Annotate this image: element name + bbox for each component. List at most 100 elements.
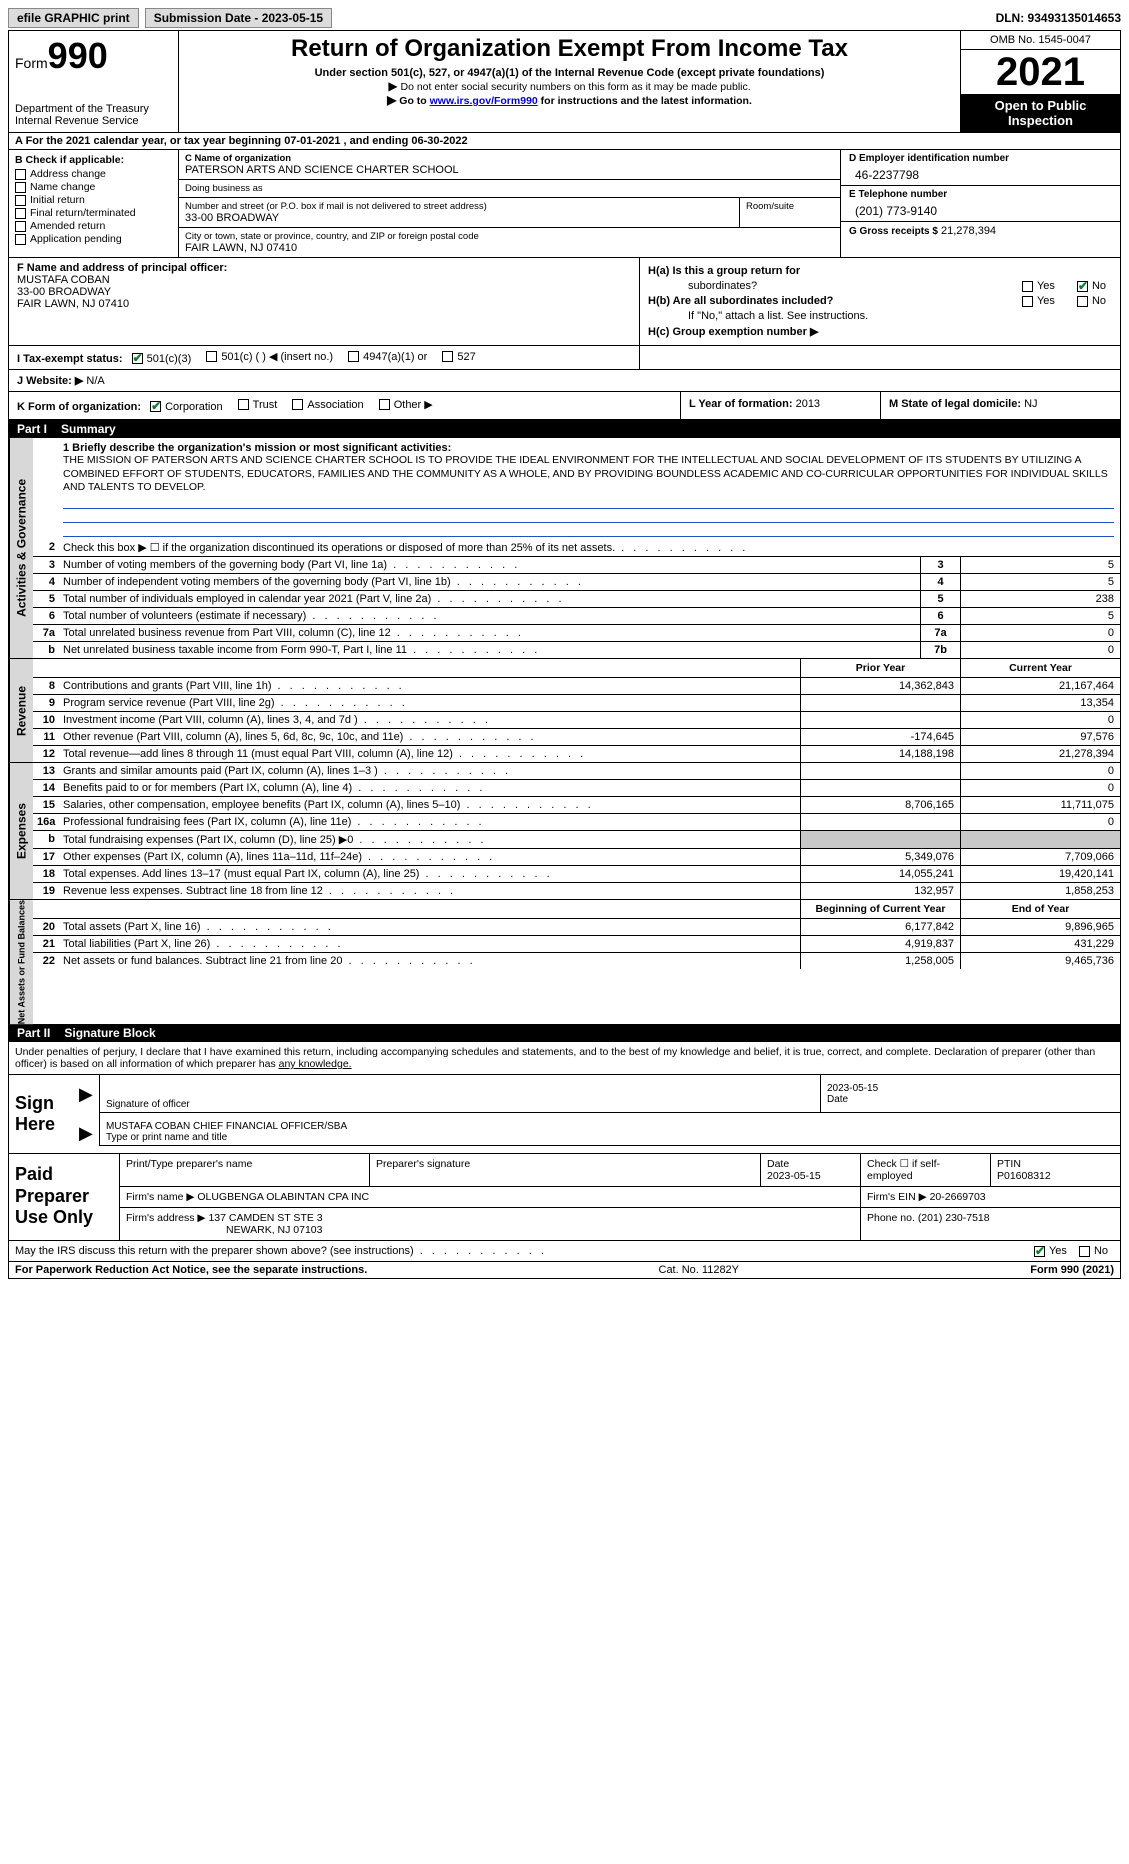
current-value: 9,465,736	[960, 953, 1120, 969]
colb-checkbox[interactable]	[15, 221, 26, 232]
row-num: 12	[33, 746, 59, 762]
ein-label: D Employer identification number	[849, 153, 1112, 164]
year-formed: 2013	[796, 398, 820, 410]
form-title: Return of Organization Exempt From Incom…	[187, 35, 952, 63]
hc-label: H(c) Group exemption number ▶	[648, 325, 818, 338]
row-text: Program service revenue (Part VIII, line…	[59, 695, 800, 711]
part1-title: Summary	[61, 422, 116, 436]
colb-checkbox[interactable]	[15, 234, 26, 245]
row-value: 0	[960, 642, 1120, 658]
k-corp-checkbox[interactable]	[150, 401, 161, 412]
row-num: 22	[33, 953, 59, 969]
row-value: 5	[960, 557, 1120, 573]
row-box: 6	[920, 608, 960, 624]
ptin-hdr: PTIN	[997, 1158, 1021, 1170]
row-text: Number of voting members of the governin…	[59, 557, 920, 573]
prior-value: 132,957	[800, 883, 960, 899]
ha-yes-checkbox[interactable]	[1022, 281, 1033, 292]
footer-left: For Paperwork Reduction Act Notice, see …	[15, 1264, 367, 1276]
ha-label2: subordinates?	[648, 280, 1008, 292]
colb-checkbox[interactable]	[15, 208, 26, 219]
form-subtitle: Under section 501(c), 527, or 4947(a)(1)…	[187, 67, 952, 79]
row-text: Benefits paid to or for members (Part IX…	[59, 780, 800, 796]
ha-label: H(a) Is this a group return for	[648, 265, 800, 277]
row-num: 13	[33, 763, 59, 779]
header-center: Return of Organization Exempt From Incom…	[179, 31, 960, 132]
hb-no-checkbox[interactable]	[1077, 296, 1088, 307]
current-value: 0	[960, 712, 1120, 728]
discuss-no-checkbox[interactable]	[1079, 1246, 1090, 1257]
prior-value: 4,919,837	[800, 936, 960, 952]
colb-item: Initial return	[30, 194, 85, 206]
row-text: Number of independent voting members of …	[59, 574, 920, 590]
sig-date-value: 2023-05-15	[827, 1083, 1114, 1094]
ha-no-checkbox[interactable]	[1077, 281, 1088, 292]
prior-value	[800, 763, 960, 779]
row-text: Contributions and grants (Part VIII, lin…	[59, 678, 800, 694]
k-other-checkbox[interactable]	[379, 399, 390, 410]
part2-num: Part II	[17, 1026, 50, 1040]
colb-checkbox[interactable]	[15, 182, 26, 193]
discuss-yes-checkbox[interactable]	[1034, 1246, 1045, 1257]
current-value: 431,229	[960, 936, 1120, 952]
row-num: 14	[33, 780, 59, 796]
i-4947-checkbox[interactable]	[348, 351, 359, 362]
part1-num: Part I	[17, 422, 47, 436]
i-527-checkbox[interactable]	[442, 351, 453, 362]
row-num: 2	[33, 539, 59, 556]
mission-line	[63, 497, 1114, 509]
prior-value: 14,055,241	[800, 866, 960, 882]
row-value: 238	[960, 591, 1120, 607]
prior-value: 5,349,076	[800, 849, 960, 865]
row-num: 11	[33, 729, 59, 745]
colb-checkbox[interactable]	[15, 195, 26, 206]
i-501c3-checkbox[interactable]	[132, 353, 143, 364]
row-num: b	[33, 642, 59, 658]
prior-value	[800, 695, 960, 711]
vlabel-expenses: Expenses	[9, 763, 33, 899]
arrow-icon: ▶	[79, 1084, 99, 1105]
note-2-post: for instructions and the latest informat…	[538, 95, 752, 107]
row-text: Check this box ▶ ☐ if the organization d…	[59, 539, 1120, 556]
row-box: 3	[920, 557, 960, 573]
hb-note: If "No," attach a list. See instructions…	[648, 310, 1112, 322]
row-text: Total unrelated business revenue from Pa…	[59, 625, 920, 641]
arrow-icon: ▶	[79, 1123, 99, 1144]
vlabel-revenue: Revenue	[9, 659, 33, 762]
hb-yes-checkbox[interactable]	[1022, 296, 1033, 307]
colb-item: Name change	[30, 181, 95, 193]
row-box: 7a	[920, 625, 960, 641]
row-text: Total liabilities (Part X, line 26)	[59, 936, 800, 952]
part2-title: Signature Block	[64, 1026, 155, 1040]
org-name: PATERSON ARTS AND SCIENCE CHARTER SCHOOL	[185, 164, 834, 176]
m-label: M State of legal domicile:	[889, 398, 1021, 410]
sign-here-label: Sign Here	[9, 1075, 79, 1153]
row-text: Total fundraising expenses (Part IX, col…	[59, 831, 800, 848]
current-value: 0	[960, 780, 1120, 796]
i-501c-checkbox[interactable]	[206, 351, 217, 362]
row-text: Net unrelated business taxable income fr…	[59, 642, 920, 658]
irs-link[interactable]: www.irs.gov/Form990	[430, 95, 538, 107]
i-label: I Tax-exempt status:	[17, 353, 123, 365]
firm-addr1: 137 CAMDEN ST STE 3	[208, 1212, 322, 1224]
colb-checkbox[interactable]	[15, 169, 26, 180]
beginning-year-header: Beginning of Current Year	[800, 900, 960, 918]
row-box: 5	[920, 591, 960, 607]
revenue-rows: 8Contributions and grants (Part VIII, li…	[33, 678, 1120, 762]
firm-addr2: NEWARK, NJ 07103	[126, 1224, 322, 1236]
current-year-header: Current Year	[960, 659, 1120, 677]
row-text: Salaries, other compensation, employee b…	[59, 797, 800, 813]
submission-date-button[interactable]: Submission Date - 2023-05-15	[145, 8, 332, 28]
colb-item: Final return/terminated	[30, 207, 136, 219]
gross-label: G Gross receipts $	[849, 226, 938, 237]
row-text: Total number of volunteers (estimate if …	[59, 608, 920, 624]
header-right: OMB No. 1545-0047 2021 Open to Public In…	[960, 31, 1120, 132]
k-trust-checkbox[interactable]	[238, 399, 249, 410]
org-city: FAIR LAWN, NJ 07410	[185, 242, 834, 254]
efile-print-button[interactable]: efile GRAPHIC print	[8, 8, 139, 28]
prior-value: 14,362,843	[800, 678, 960, 694]
form-id-box: Form990 Department of the Treasury Inter…	[9, 31, 179, 132]
prior-value: 1,258,005	[800, 953, 960, 969]
row-num: 6	[33, 608, 59, 624]
k-assoc-checkbox[interactable]	[292, 399, 303, 410]
